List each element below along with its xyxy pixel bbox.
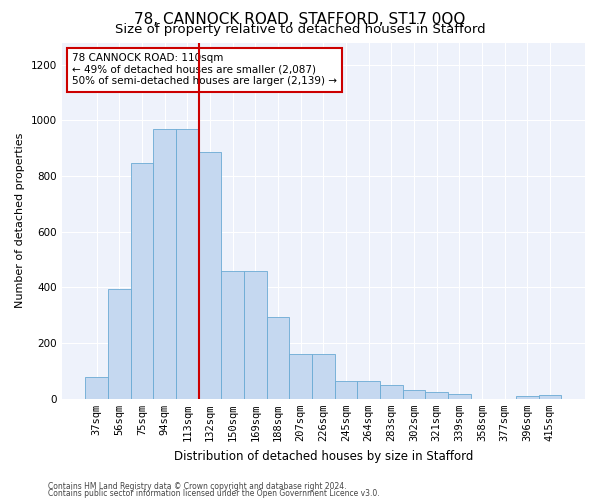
Bar (312, 354, 335, 399)
Bar (85, 376, 108, 399)
Bar (108, 289, 131, 399)
Bar (154, 129, 176, 399)
Bar (425, 392, 448, 399)
Bar (516, 396, 539, 399)
Bar (199, 152, 221, 399)
Y-axis label: Number of detached properties: Number of detached properties (15, 133, 25, 308)
Text: Contains public sector information licensed under the Open Government Licence v3: Contains public sector information licen… (48, 490, 380, 498)
Bar (448, 394, 470, 399)
Text: Contains HM Land Registry data © Crown copyright and database right 2024.: Contains HM Land Registry data © Crown c… (48, 482, 347, 491)
Text: Size of property relative to detached houses in Stafford: Size of property relative to detached ho… (115, 22, 485, 36)
Bar (131, 163, 154, 399)
X-axis label: Distribution of detached houses by size in Stafford: Distribution of detached houses by size … (173, 450, 473, 462)
Bar (266, 316, 289, 399)
Bar (176, 129, 199, 399)
Bar (244, 271, 266, 399)
Bar (380, 385, 403, 399)
Text: 78 CANNOCK ROAD: 110sqm
← 49% of detached houses are smaller (2,087)
50% of semi: 78 CANNOCK ROAD: 110sqm ← 49% of detache… (72, 53, 337, 86)
Bar (221, 271, 244, 399)
Bar (289, 354, 312, 399)
Bar (403, 390, 425, 399)
Text: 78, CANNOCK ROAD, STAFFORD, ST17 0QQ: 78, CANNOCK ROAD, STAFFORD, ST17 0QQ (134, 12, 466, 28)
Bar (335, 380, 358, 399)
Bar (539, 394, 561, 399)
Bar (358, 380, 380, 399)
